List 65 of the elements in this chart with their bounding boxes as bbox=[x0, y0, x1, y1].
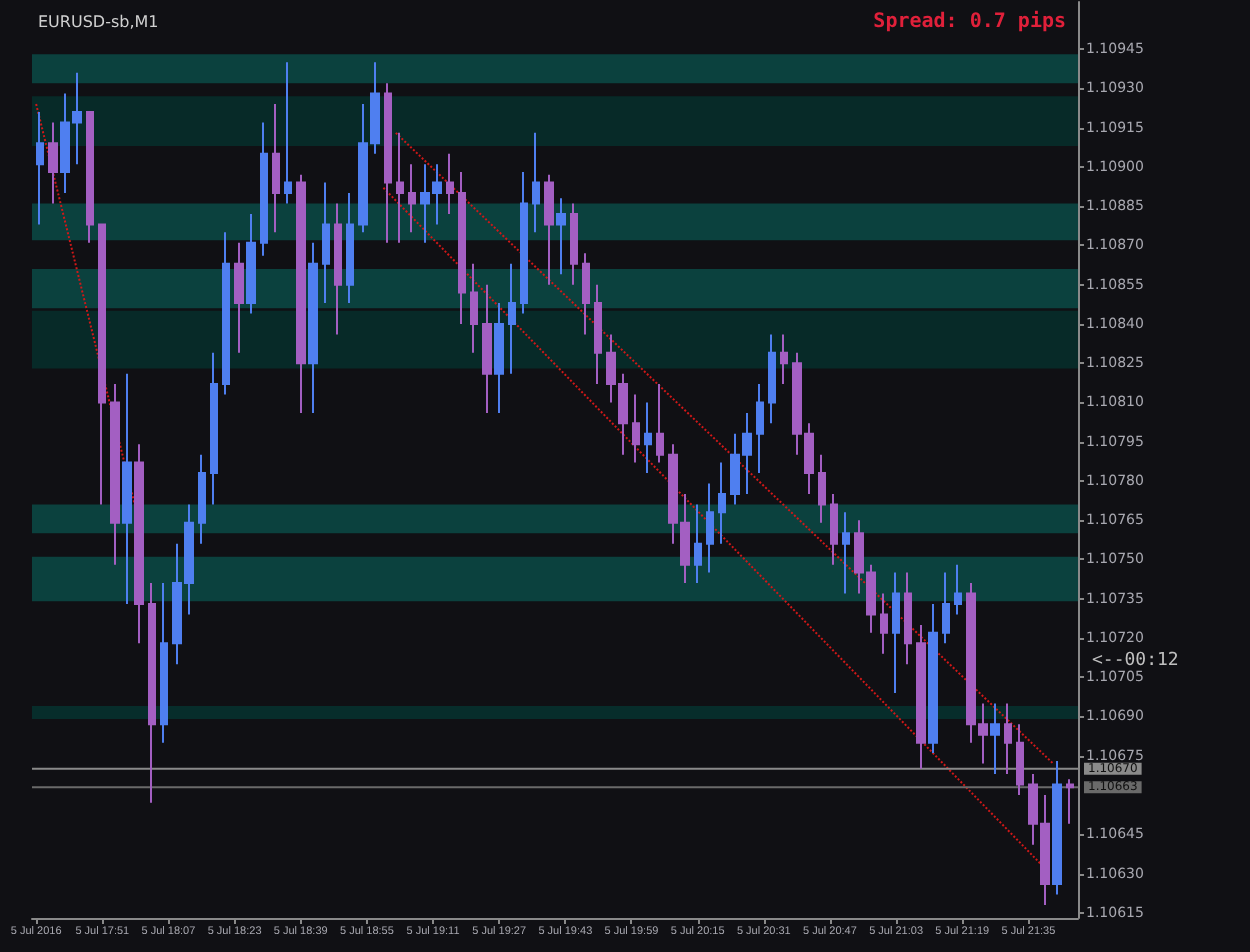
candlestick bbox=[482, 283, 492, 414]
candlestick bbox=[632, 393, 640, 464]
candlestick bbox=[706, 482, 714, 574]
candlestick bbox=[532, 131, 540, 234]
candlestick bbox=[756, 383, 764, 475]
candlestick bbox=[384, 82, 392, 244]
candlestick bbox=[346, 192, 354, 304]
candlestick bbox=[86, 110, 94, 244]
candlestick bbox=[904, 571, 912, 666]
candlestick bbox=[198, 453, 206, 545]
candlestick bbox=[768, 333, 776, 425]
candlestick bbox=[842, 511, 850, 595]
candlestick bbox=[260, 121, 268, 257]
candlestick bbox=[942, 571, 950, 645]
candlestick bbox=[544, 173, 554, 286]
candlestick bbox=[694, 503, 702, 585]
candlestick bbox=[1052, 759, 1062, 896]
candlestick bbox=[556, 197, 566, 276]
candlestick bbox=[656, 383, 664, 464]
annotation: Spread: 0.7 pips bbox=[873, 9, 1066, 33]
candlestick bbox=[916, 623, 926, 770]
candlestick bbox=[234, 241, 244, 354]
candlestick bbox=[322, 181, 330, 304]
candlestick bbox=[594, 283, 602, 386]
candlestick bbox=[520, 171, 528, 315]
candlestick bbox=[892, 571, 900, 694]
candlestick bbox=[780, 333, 788, 386]
candlestick bbox=[134, 443, 144, 645]
candlestick bbox=[210, 351, 218, 506]
candlestick bbox=[272, 103, 280, 234]
candlestick bbox=[928, 602, 938, 755]
candlestick bbox=[148, 582, 156, 804]
candlestick bbox=[98, 223, 106, 506]
candlestick bbox=[1066, 778, 1074, 825]
text: <--00:12 bbox=[1092, 651, 1179, 671]
candlestick bbox=[954, 563, 962, 616]
candlestick bbox=[308, 241, 318, 414]
candlestick bbox=[458, 171, 466, 325]
candlestick bbox=[284, 61, 292, 205]
candlestick bbox=[48, 121, 58, 205]
candlestick bbox=[1004, 702, 1012, 776]
candlestick bbox=[36, 110, 44, 226]
candlestick bbox=[644, 401, 652, 475]
candlestick bbox=[470, 262, 478, 354]
candlestick bbox=[582, 252, 590, 336]
candlestick bbox=[446, 152, 454, 215]
text: EURUSD-sb,M1 bbox=[38, 13, 159, 31]
candlestick bbox=[122, 372, 132, 605]
candlestick bbox=[160, 582, 168, 744]
candlestick bbox=[508, 262, 516, 375]
candlestick bbox=[494, 301, 504, 414]
candlestick bbox=[110, 383, 120, 566]
candlestick bbox=[880, 592, 888, 655]
candlestick bbox=[830, 493, 838, 566]
candlestick bbox=[296, 173, 306, 414]
candlestick bbox=[1016, 723, 1024, 796]
candlestick bbox=[718, 461, 726, 545]
candlestick bbox=[246, 212, 256, 315]
candlestick bbox=[222, 231, 230, 396]
candlestick bbox=[396, 131, 404, 244]
candlestick bbox=[990, 702, 1000, 776]
candlestick bbox=[818, 453, 826, 524]
candlestick bbox=[408, 163, 416, 234]
candlestick bbox=[570, 202, 578, 286]
candlestick bbox=[334, 202, 342, 336]
